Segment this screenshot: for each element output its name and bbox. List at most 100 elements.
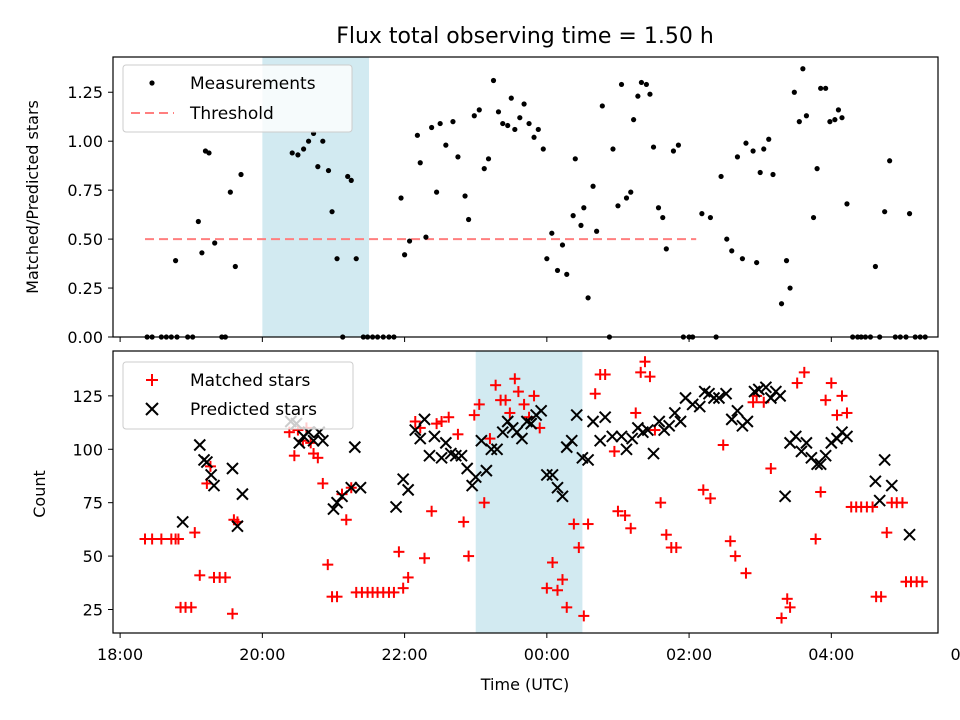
measurements-legend-marker bbox=[149, 80, 155, 86]
measurement-point bbox=[429, 124, 435, 131]
predicted-star-point bbox=[759, 381, 773, 394]
matched-star-point bbox=[409, 416, 421, 427]
measurement-point bbox=[594, 228, 600, 234]
matched-star-point bbox=[639, 356, 651, 368]
predicted-star-point bbox=[327, 502, 340, 516]
matched-star-point bbox=[717, 439, 729, 451]
predicted-star-point bbox=[662, 419, 676, 432]
matched-star-point bbox=[836, 390, 848, 402]
predicted-star-point bbox=[741, 415, 754, 428]
predicted-star-point bbox=[800, 436, 813, 450]
predicted-star-point bbox=[873, 494, 886, 507]
threshold-legend-label: Threshold bbox=[189, 104, 274, 124]
matched-star-point bbox=[561, 601, 573, 613]
matched-star-point bbox=[317, 477, 329, 489]
top-y-tick-label: 0.00 bbox=[67, 328, 103, 347]
predicted-star-point bbox=[686, 398, 699, 411]
top-panel: 0.00 0.25 0.50 0.75 1.00 1.25 Matched/Predict… bbox=[23, 56, 939, 347]
predicted-star-point bbox=[731, 404, 744, 418]
measurement-point bbox=[724, 236, 730, 242]
measurement-point bbox=[572, 156, 578, 162]
measurement-point bbox=[443, 142, 449, 148]
measurement-point bbox=[887, 158, 893, 164]
predicted-star-point bbox=[795, 445, 808, 458]
measurement-point bbox=[549, 230, 555, 236]
predicted-star-point bbox=[485, 443, 498, 456]
measurement-point bbox=[227, 189, 233, 195]
predicted-star-point bbox=[204, 468, 218, 482]
x-tick-label: 02:00 bbox=[666, 645, 712, 664]
matched-star-point bbox=[589, 388, 601, 400]
bottom-y-axis-label: Count bbox=[30, 470, 49, 518]
measurement-point bbox=[734, 154, 741, 160]
measurement-point bbox=[844, 201, 850, 207]
matched-star-point bbox=[781, 593, 793, 605]
matched-star-point bbox=[468, 409, 480, 421]
matched-star-point bbox=[825, 377, 837, 389]
measurement-point bbox=[559, 242, 566, 248]
predicted-star-point bbox=[668, 406, 682, 420]
measurement-point bbox=[770, 171, 776, 178]
matched-star-point bbox=[388, 586, 400, 598]
measurement-point bbox=[433, 189, 440, 195]
measurement-point bbox=[414, 132, 420, 138]
matched-star-point bbox=[608, 445, 620, 457]
predicted-star-point bbox=[814, 458, 827, 471]
matched-star-point bbox=[512, 386, 524, 398]
measurement-point bbox=[570, 213, 576, 219]
predicted-star-point bbox=[556, 490, 569, 503]
measurement-point bbox=[417, 160, 423, 166]
matched-star-point bbox=[393, 546, 405, 558]
measurement-point bbox=[827, 119, 833, 125]
measurement-point bbox=[485, 156, 492, 162]
matched-star-point bbox=[484, 433, 496, 445]
matched-star-point bbox=[724, 535, 736, 547]
matched-star-point bbox=[655, 497, 667, 509]
predicted-star-point bbox=[586, 415, 600, 428]
predicted-star-point bbox=[389, 500, 403, 514]
matched-star-point bbox=[452, 428, 464, 440]
measurement-point bbox=[675, 142, 682, 148]
predicted-star-point bbox=[501, 415, 514, 428]
matched-star-point bbox=[397, 582, 409, 594]
top-y-tick-label: 0.25 bbox=[67, 279, 103, 298]
predicted-star-point bbox=[396, 472, 410, 486]
matched-star-point bbox=[436, 416, 448, 427]
measurement-point bbox=[803, 113, 810, 119]
x-tick-label: 04:00 bbox=[808, 645, 854, 664]
predicted-star-point bbox=[773, 389, 787, 403]
predicted-star-point bbox=[752, 383, 765, 396]
measurement-point bbox=[500, 120, 506, 127]
measurement-point bbox=[635, 93, 641, 99]
predicted-star-point bbox=[693, 400, 706, 413]
measurement-point bbox=[599, 103, 605, 109]
measurement-point bbox=[791, 89, 797, 95]
measurement-point bbox=[832, 117, 838, 123]
x-tick-label: 18:00 bbox=[97, 645, 143, 664]
x-tick-label: 22:00 bbox=[382, 645, 428, 664]
matched-star-point bbox=[509, 373, 521, 385]
predicted-star-point bbox=[903, 528, 916, 541]
matched-star-point bbox=[831, 409, 843, 421]
predicted-star-point bbox=[200, 455, 214, 469]
predicted-star-point bbox=[236, 487, 249, 501]
top-y-ticks: 0.00 0.25 0.50 0.75 1.00 1.25 bbox=[67, 83, 113, 347]
x-axis-label: Time (UTC) bbox=[480, 675, 569, 694]
matched-star-point bbox=[547, 557, 559, 568]
predicted-star-point bbox=[354, 481, 367, 494]
predicted-star-point bbox=[348, 440, 362, 454]
predicted-star-point bbox=[878, 453, 891, 467]
matched-star-point bbox=[881, 527, 893, 539]
measurement-point bbox=[289, 150, 295, 156]
measurement-point bbox=[423, 234, 429, 240]
matched-star-point bbox=[463, 550, 475, 562]
predicted-star-point bbox=[647, 447, 660, 460]
predicted-star-point bbox=[598, 411, 612, 424]
predicted-star-point bbox=[316, 434, 330, 447]
bottom-y-tick-label: 25 bbox=[83, 601, 103, 620]
predicted-star-point bbox=[293, 436, 306, 450]
bottom-y-tick-label: 75 bbox=[83, 494, 103, 513]
measurement-point bbox=[643, 81, 650, 88]
matched-star-point bbox=[426, 505, 438, 517]
predicted-star-point bbox=[625, 432, 639, 445]
